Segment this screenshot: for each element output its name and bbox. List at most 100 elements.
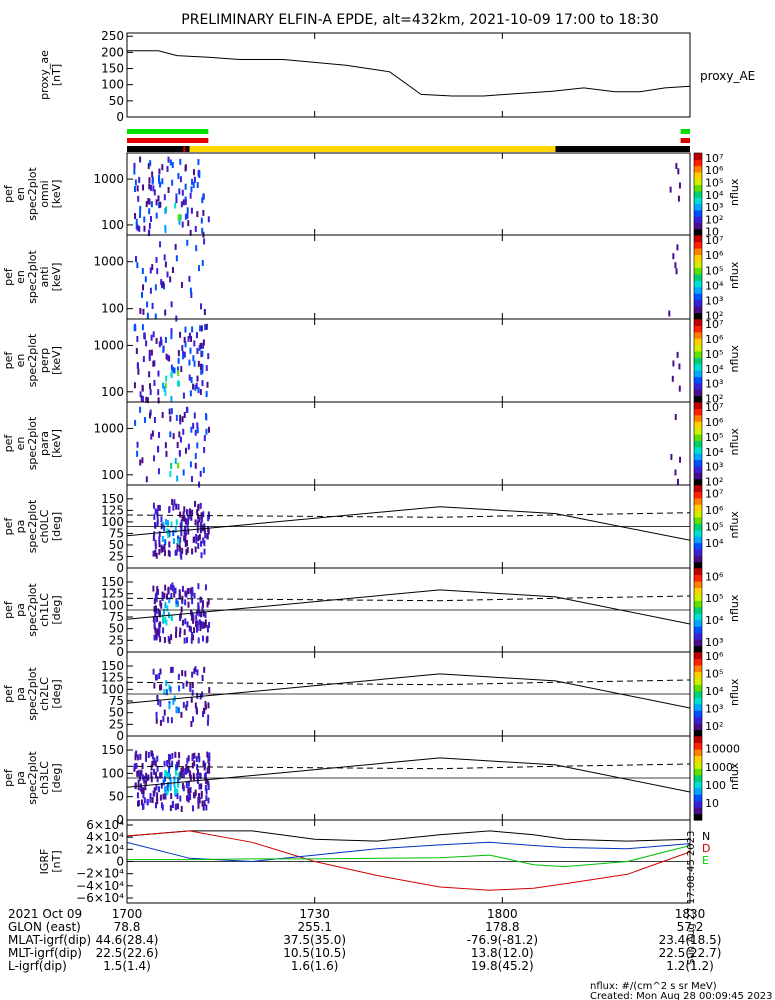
colorbar-swatch <box>694 197 702 205</box>
spectrogram-pixel <box>195 614 198 621</box>
spectrogram-pixel <box>141 384 144 391</box>
colorbar-tick-label: 10⁴ <box>705 614 724 627</box>
y-tick-label: 50 <box>109 622 124 636</box>
spectrogram-pixel <box>170 364 173 371</box>
spectrogram-pixel <box>176 761 179 768</box>
spectrogram-pixel <box>186 522 189 529</box>
colorbar-tick-label: 10⁶ <box>705 650 724 663</box>
spectrogram-pixel <box>195 537 198 544</box>
y-tick-label: 75 <box>109 526 124 540</box>
colorbar-swatch <box>694 606 702 614</box>
spectrogram-pixel <box>160 684 163 691</box>
colorbar-swatch <box>694 690 702 698</box>
status-bars <box>127 129 690 152</box>
spectrogram-pixel <box>163 550 166 557</box>
spectrogram-pixel <box>185 591 188 598</box>
spectrogram-pixel <box>155 616 158 623</box>
spectrogram-pixel <box>200 325 203 332</box>
spectrogram-pixel <box>189 192 192 199</box>
spectrogram-pixel <box>192 355 195 362</box>
spectrogram-pixel <box>168 773 171 780</box>
spectrogram-pixel <box>208 767 211 774</box>
y-tick-label: 100 <box>101 302 124 316</box>
spectrogram-pixel <box>169 415 172 422</box>
spectrogram-pixel <box>200 552 203 559</box>
spectrogram-pixel <box>676 244 679 251</box>
colorbar-swatch <box>694 209 702 217</box>
spectrogram-pixel <box>180 201 183 208</box>
spectrogram-pixel <box>164 793 167 800</box>
spectrogram-pixel <box>153 417 156 424</box>
spectrogram-pixel <box>195 382 198 389</box>
y-tick-label: 25 <box>109 549 124 563</box>
spectrogram-pixel <box>144 779 147 786</box>
spectrogram-pixel <box>201 197 204 204</box>
colorbar-swatch <box>694 813 702 821</box>
y-tick-label: 150 <box>101 659 124 673</box>
spectrogram-pixel <box>177 350 180 357</box>
spectrogram-pixel <box>166 165 169 172</box>
spectrogram-pixel <box>206 601 209 608</box>
colorbar-tick-label: 10⁵ <box>705 668 723 681</box>
spectrogram-pixel <box>194 429 197 436</box>
spectrogram-pixel <box>205 788 208 795</box>
spectrogram-pixel <box>163 525 166 532</box>
spectrogram-pixel <box>164 602 167 609</box>
spectrogram-pixel <box>161 591 164 598</box>
spectrogram-pixel <box>198 516 201 523</box>
spectrogram-pixel <box>199 363 202 370</box>
spectrogram-pixel <box>167 771 170 778</box>
spectrogram-pixel <box>188 332 191 339</box>
spectrogram-pixel <box>135 762 138 769</box>
spectrogram-pixel <box>167 753 170 760</box>
y-label-line: ela <box>0 269 3 286</box>
spectrogram-pixel <box>156 509 159 516</box>
spectrogram-pixel <box>190 611 193 618</box>
spectrogram-pixel <box>136 441 139 448</box>
colorbar-swatch <box>694 376 702 384</box>
spectrogram-pixel <box>157 629 160 636</box>
spectrogram-pixel <box>200 521 203 528</box>
spectrogram-pixel <box>178 593 181 600</box>
spectrogram-pixel <box>189 229 192 236</box>
spectrogram-pixel <box>138 176 141 183</box>
colorbar-swatch <box>694 184 702 192</box>
spectrogram-pixel <box>196 375 199 382</box>
spectrogram-pixel <box>175 598 178 605</box>
series-line-proxy-ae <box>127 50 691 97</box>
table-row-label: MLT-igrf(dip) <box>8 946 82 960</box>
spectrogram-pixel <box>136 770 139 777</box>
spectrogram-pixel <box>170 371 173 378</box>
spectrogram-pixel <box>153 379 156 386</box>
spectrogram-pixel <box>168 597 171 604</box>
spectrogram-pixel <box>203 309 206 316</box>
spectrogram-pixel <box>155 632 158 639</box>
spectrogram-pixel <box>199 625 202 632</box>
colorbar-swatch <box>694 395 702 403</box>
spectrogram-pixel <box>191 805 194 812</box>
spectrogram-pixel <box>196 669 199 676</box>
colorbar-tick-label: 10⁴ <box>705 279 724 292</box>
colorbar-tick-label: 10000 <box>705 743 740 756</box>
spectrogram-pixel <box>205 414 208 421</box>
spectrogram-pixel <box>196 620 199 627</box>
spectrogram-pixel <box>164 539 167 546</box>
spectrogram-pixel <box>159 700 162 707</box>
spectrogram-pixel <box>171 666 174 673</box>
spectrogram-pixel <box>184 183 187 190</box>
spectrogram-pixel <box>197 637 200 644</box>
status-green-bar-0 <box>127 129 209 134</box>
spectrogram-pixel <box>164 382 167 389</box>
spectrogram-pixel <box>179 214 182 221</box>
y-label-line: ela <box>0 435 3 452</box>
table-cell: 255.1 <box>297 920 331 934</box>
spectrogram-pixel <box>148 177 151 184</box>
spectrogram-pixel <box>178 431 181 438</box>
spectrogram-pixel <box>197 796 200 803</box>
y-label-line: ch0LC <box>38 509 51 543</box>
spectrogram-pixel <box>184 670 187 677</box>
spectrogram-pixel <box>198 783 201 790</box>
spectrogram-pixel <box>141 457 144 464</box>
y-label-line: ela <box>0 518 3 535</box>
